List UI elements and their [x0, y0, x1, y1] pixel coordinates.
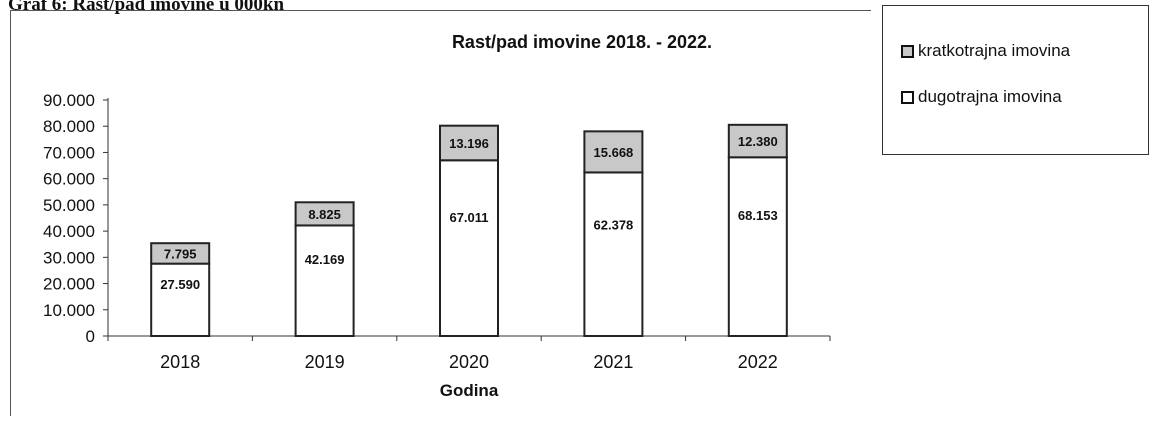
y-tick-label: 0: [86, 327, 95, 346]
bar-kratkotrajna: [294, 201, 355, 227]
x-tick-label: 2019: [305, 352, 345, 372]
chart-frame: [10, 10, 871, 416]
bar-kratkotrajna: [583, 130, 644, 174]
bar-dugotrajna: [439, 159, 499, 337]
x-tick-label: 2018: [160, 352, 200, 372]
bar-kratkotrajna: [727, 123, 788, 159]
legend-label: dugotrajna imovina: [918, 87, 1062, 106]
data-label: 13.196: [449, 136, 489, 151]
legend-item-dugotrajna: dugotrajna imovina: [901, 87, 1062, 107]
x-tick-label: 2021: [593, 352, 633, 372]
bar-dugotrajna: [294, 224, 355, 337]
data-label: 7.795: [164, 246, 197, 261]
data-label: 62.378: [594, 218, 634, 233]
y-tick-label: 50.000: [43, 196, 95, 215]
bar-kratkotrajna: [439, 124, 499, 162]
data-label: 15.668: [594, 145, 634, 160]
chart-title: Rast/pad imovine 2018. - 2022.: [452, 32, 712, 52]
y-tick-label: 10.000: [43, 301, 95, 320]
y-tick-label: 80.000: [43, 117, 95, 136]
data-label: 12.380: [738, 134, 778, 149]
legend-swatch-white: [901, 90, 914, 104]
legend-item-kratkotrajna: kratkotrajna imovina: [901, 41, 1070, 61]
y-tick-label: 30.000: [43, 248, 95, 267]
bar-dugotrajna: [583, 171, 644, 337]
data-label: 67.011: [449, 210, 488, 225]
bar-kratkotrajna: [150, 242, 211, 265]
x-axis-title: Godina: [440, 381, 499, 400]
data-label: 68.153: [738, 208, 778, 223]
chart-legend: kratkotrajna imovina dugotrajna imovina: [882, 5, 1149, 155]
bar-dugotrajna: [727, 156, 788, 337]
y-tick-label: 60.000: [43, 170, 95, 189]
legend-label: kratkotrajna imovina: [918, 41, 1071, 60]
stacked-bar-chart: Rast/pad imovine 2018. - 2022. 0 10.000 20.…: [43, 32, 831, 400]
y-tick-label: 90.000: [43, 91, 95, 110]
data-label: 42.169: [305, 252, 345, 267]
x-tick-label: 2022: [738, 352, 778, 372]
bar-dugotrajna: [150, 262, 211, 338]
y-tick-label: 20.000: [43, 275, 95, 294]
legend-swatch-gray: [901, 44, 914, 58]
data-label: 8.825: [308, 207, 341, 222]
x-tick-label: 2020: [449, 352, 489, 372]
y-tick-label: 40.000: [43, 222, 95, 241]
figure-caption: Graf 6: Rast/pad imovine u 000kn: [8, 0, 285, 15]
data-label: 27.590: [160, 277, 200, 292]
y-tick-label: 70.000: [43, 143, 95, 162]
